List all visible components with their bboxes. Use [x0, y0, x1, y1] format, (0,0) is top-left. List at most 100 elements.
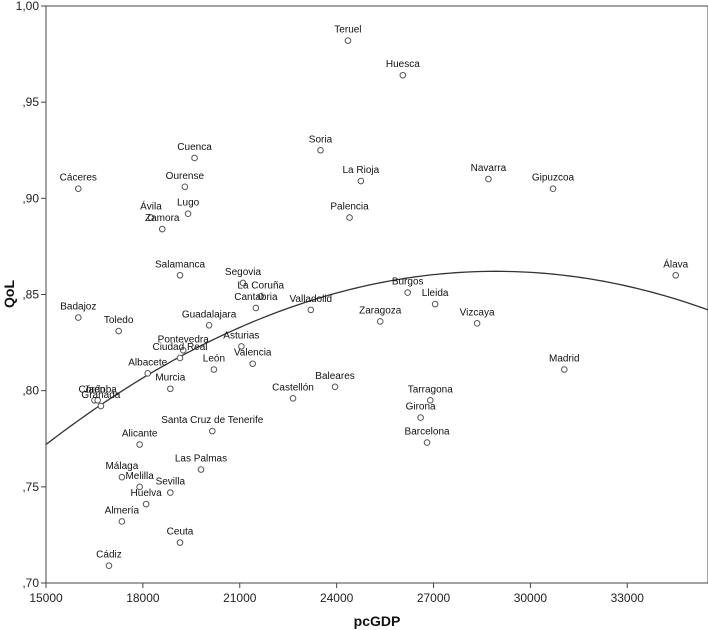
point-label: Almería [105, 505, 140, 516]
point-label: Zamora [145, 213, 180, 224]
data-point [205, 321, 213, 329]
data-point [346, 214, 353, 221]
y-tick-label: ,90 [22, 191, 39, 205]
plot-frame [45, 5, 708, 584]
point-label: Granada [81, 390, 120, 401]
data-point [74, 185, 82, 193]
point-label: Burgos [392, 277, 424, 288]
data-point [249, 360, 256, 368]
point-label: Las Palmas [175, 454, 227, 465]
point-label: Segovia [225, 267, 262, 278]
data-point [191, 154, 198, 162]
point-label: Zaragoza [359, 305, 402, 316]
point-label: Toledo [104, 315, 134, 326]
data-point [404, 289, 411, 296]
data-point [317, 146, 324, 154]
data-point [431, 300, 439, 308]
point-label: Baleares [315, 371, 354, 382]
x-axis-title: pcGDP [354, 613, 401, 629]
data-point [238, 343, 245, 350]
point-label: Salamanca [155, 259, 205, 270]
data-point [158, 225, 166, 233]
x-tick-label: 33000 [611, 591, 645, 605]
point-label: Guadalajara [182, 309, 237, 320]
y-tick-label: ,75 [22, 480, 39, 494]
data-point [167, 489, 174, 496]
point-label: Cantabria [234, 292, 278, 303]
point-label: Barcelona [405, 427, 450, 438]
y-tick-label: ,80 [22, 384, 39, 398]
data-point [417, 414, 424, 421]
data-point [252, 304, 260, 312]
data-point [549, 185, 557, 193]
data-point [426, 396, 434, 404]
point-label: Córdoba [78, 384, 117, 395]
data-point [257, 293, 265, 300]
data-point [97, 402, 105, 410]
point-label: Girona [406, 402, 436, 413]
point-labels: Teruel Huesca Soria Cuenca La Rioja Navarra Gi… [60, 25, 689, 561]
point-label: Ávila [140, 200, 162, 213]
point-label: Alicante [122, 429, 158, 440]
x-tick-label: 30000 [514, 591, 548, 605]
data-point [179, 346, 187, 354]
x-tick-label: 18000 [126, 591, 160, 605]
point-label: Badajoz [60, 302, 96, 313]
x-tick-label: 15000 [29, 591, 63, 605]
data-point [184, 210, 192, 218]
y-axis-title: QoL [1, 280, 17, 308]
data-point [307, 306, 315, 314]
point-label: Ciudad Real [152, 342, 207, 353]
point-label: Melilla [125, 471, 154, 482]
data-point [560, 366, 568, 373]
point-label: Teruel [334, 25, 361, 36]
point-label: Tarragona [408, 384, 453, 395]
data-point [672, 271, 680, 279]
point-label: Asturias [223, 330, 259, 341]
x-tick-label: 24000 [320, 591, 354, 605]
point-label: La Coruña [237, 280, 284, 291]
data-point [399, 71, 407, 79]
point-label: Lugo [177, 198, 200, 209]
point-label: Soria [309, 134, 333, 145]
point-label: Albacete [128, 357, 167, 368]
point-label: Cuenca [177, 142, 212, 153]
point-label: Valladolid [289, 294, 332, 305]
point-label: Valencia [234, 348, 272, 359]
point-label: León [203, 354, 225, 365]
point-label: Vizcaya [460, 307, 495, 318]
point-label: Castellón [272, 382, 314, 393]
data-point [105, 562, 113, 569]
point-label: Jaén [84, 384, 106, 395]
data-point [197, 466, 205, 473]
point-label: Ourense [166, 171, 205, 182]
data-point [344, 37, 352, 44]
point-label: Huesca [386, 59, 420, 70]
point-label: Madrid [549, 354, 580, 365]
data-point [423, 439, 431, 446]
data-point [239, 279, 247, 287]
data-point [94, 396, 101, 404]
data-point [144, 370, 152, 377]
data-point [357, 177, 365, 185]
data-point [167, 385, 174, 393]
point-label: Murcia [155, 373, 185, 384]
x-tick-label: 21000 [223, 591, 257, 605]
data-point [289, 395, 297, 402]
data-point [181, 183, 189, 191]
data-point [74, 314, 82, 321]
data-point [176, 271, 184, 279]
point-label: Álava [663, 257, 688, 270]
data-point [331, 383, 339, 391]
point-label: Huelva [131, 488, 163, 499]
point-label: Cáceres [60, 173, 97, 184]
y-tick-label: ,95 [22, 95, 39, 109]
data-point [176, 539, 184, 546]
data-point [210, 366, 218, 373]
data-point [136, 441, 143, 448]
data-point [115, 327, 122, 335]
data-point [209, 427, 216, 435]
y-axis: ,70 ,75 ,80 ,85 ,90 ,95 1,00 [16, 0, 46, 590]
point-label: La Rioja [343, 165, 380, 176]
